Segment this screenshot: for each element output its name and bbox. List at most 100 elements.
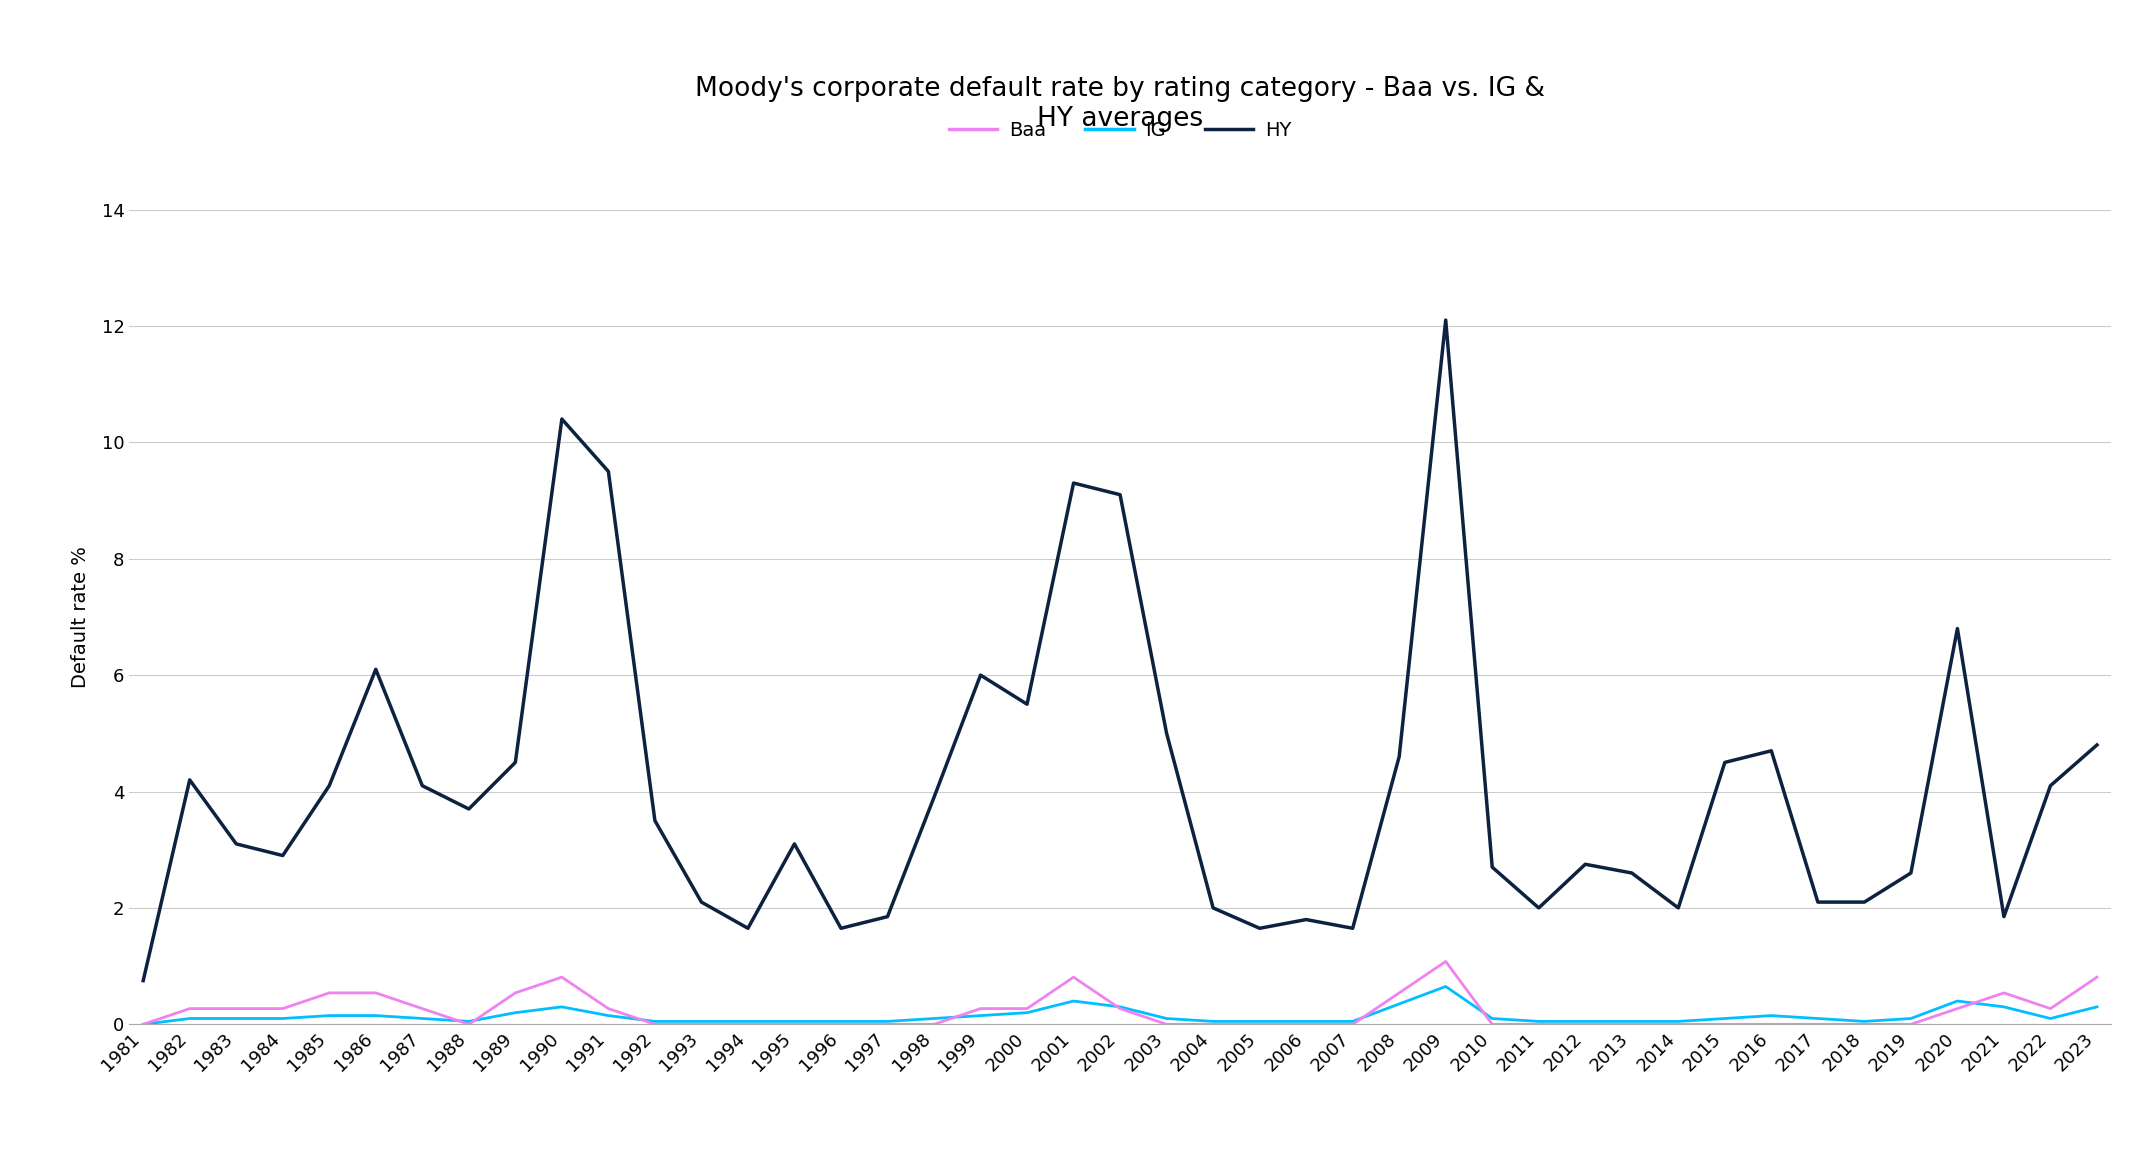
IG xyxy=(1247,1014,1273,1029)
Baa xyxy=(1945,1001,1971,1015)
Baa xyxy=(595,1001,620,1015)
IG xyxy=(1712,1012,1738,1025)
Baa xyxy=(1155,1017,1180,1031)
HY xyxy=(549,412,575,426)
HY xyxy=(1525,901,1551,915)
HY xyxy=(782,837,808,851)
Baa xyxy=(1805,1017,1831,1031)
Baa xyxy=(1990,986,2016,1000)
HY xyxy=(1200,901,1226,915)
Baa xyxy=(409,1001,435,1015)
HY xyxy=(409,779,435,793)
HY xyxy=(1852,895,1878,909)
IG xyxy=(1107,1000,1133,1014)
Baa xyxy=(1247,1017,1273,1031)
Legend: Baa, IG, HY: Baa, IG, HY xyxy=(941,113,1299,148)
HY xyxy=(1155,726,1180,740)
Baa xyxy=(549,971,575,985)
HY xyxy=(967,668,993,682)
HY xyxy=(1107,488,1133,502)
HY xyxy=(224,837,250,851)
IG xyxy=(967,1008,993,1023)
Baa xyxy=(1572,1017,1598,1031)
HY xyxy=(129,973,155,987)
Baa xyxy=(1480,1017,1506,1031)
HY xyxy=(1480,860,1506,874)
HY xyxy=(689,895,715,909)
Baa xyxy=(967,1001,993,1015)
HY xyxy=(1292,913,1318,927)
HY xyxy=(827,922,853,936)
IG xyxy=(1015,1006,1040,1020)
IG xyxy=(782,1014,808,1029)
IG xyxy=(1432,980,1458,994)
IG xyxy=(129,1017,155,1031)
Baa xyxy=(224,1001,250,1015)
IG xyxy=(1572,1014,1598,1029)
HY xyxy=(735,922,760,936)
IG xyxy=(1387,996,1413,1010)
Baa xyxy=(1665,1017,1691,1031)
HY xyxy=(1620,866,1646,880)
Baa xyxy=(1852,1017,1878,1031)
Baa xyxy=(1060,971,1086,985)
Baa xyxy=(922,1017,948,1031)
Baa xyxy=(1898,1017,1924,1031)
Baa xyxy=(1712,1017,1738,1031)
HY xyxy=(2085,738,2111,752)
IG xyxy=(317,1008,342,1023)
Baa xyxy=(642,1017,668,1031)
Baa xyxy=(827,1017,853,1031)
HY xyxy=(1665,901,1691,915)
HY xyxy=(1805,895,1831,909)
HY xyxy=(317,779,342,793)
IG xyxy=(409,1012,435,1025)
HY xyxy=(1712,755,1738,769)
Baa xyxy=(362,986,388,1000)
Baa xyxy=(2085,971,2111,985)
Baa xyxy=(457,1017,482,1031)
HY xyxy=(1898,866,1924,880)
IG xyxy=(595,1008,620,1023)
HY xyxy=(875,910,900,924)
IG xyxy=(689,1014,715,1029)
HY xyxy=(502,755,528,769)
Title: Moody's corporate default rate by rating category - Baa vs. IG &
HY averages: Moody's corporate default rate by rating… xyxy=(696,76,1544,133)
Baa xyxy=(177,1001,202,1015)
HY xyxy=(595,464,620,478)
HY xyxy=(1432,313,1458,327)
Baa xyxy=(317,986,342,1000)
IG xyxy=(1898,1012,1924,1025)
HY xyxy=(2038,779,2064,793)
IG xyxy=(1620,1014,1646,1029)
HY xyxy=(1572,857,1598,871)
Baa xyxy=(1432,954,1458,968)
IG xyxy=(1480,1012,1506,1025)
HY xyxy=(1945,622,1971,636)
HY xyxy=(1060,476,1086,490)
Baa xyxy=(1525,1017,1551,1031)
IG xyxy=(457,1014,482,1029)
IG xyxy=(2038,1012,2064,1025)
HY xyxy=(1990,910,2016,924)
Baa xyxy=(502,986,528,1000)
IG xyxy=(1945,994,1971,1008)
HY xyxy=(457,802,482,816)
IG xyxy=(1852,1014,1878,1029)
Baa xyxy=(875,1017,900,1031)
IG xyxy=(224,1012,250,1025)
HY xyxy=(1015,697,1040,711)
Baa xyxy=(735,1017,760,1031)
HY xyxy=(1247,922,1273,936)
Line: Baa: Baa xyxy=(142,961,2098,1024)
IG xyxy=(1155,1012,1180,1025)
Baa xyxy=(782,1017,808,1031)
HY xyxy=(1387,750,1413,764)
Baa xyxy=(1758,1017,1784,1031)
Line: IG: IG xyxy=(142,987,2098,1024)
IG xyxy=(177,1012,202,1025)
Baa xyxy=(1015,1001,1040,1015)
Baa xyxy=(129,1017,155,1031)
HY xyxy=(1340,922,1366,936)
IG xyxy=(1340,1014,1366,1029)
